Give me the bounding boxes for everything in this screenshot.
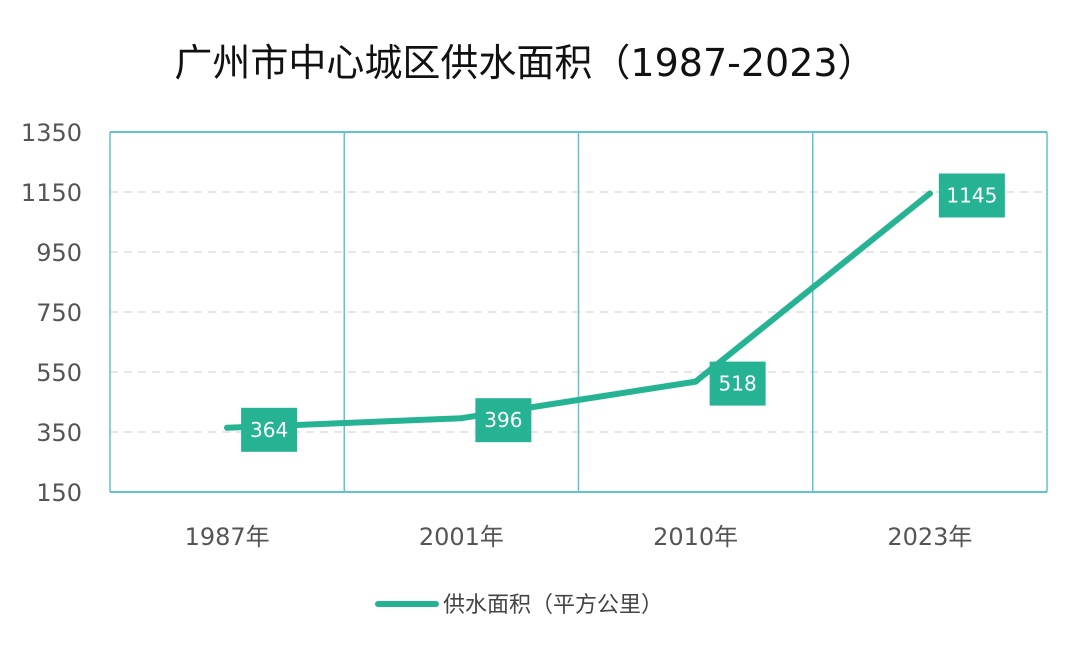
data-label: 396 bbox=[475, 398, 532, 443]
y-tick-label: 350 bbox=[36, 419, 82, 447]
chart-title: 广州市中心城区供水面积（1987-2023） bbox=[174, 41, 875, 85]
data-labels: 364 396 518 1145 bbox=[241, 173, 1005, 452]
data-label: 1145 bbox=[938, 173, 1005, 218]
data-point bbox=[926, 190, 933, 197]
data-label: 518 bbox=[709, 361, 766, 406]
x-tick-label: 1987年 bbox=[185, 523, 270, 551]
y-tick-label: 1150 bbox=[21, 179, 82, 207]
data-label-text: 396 bbox=[484, 408, 522, 432]
data-label-box bbox=[475, 398, 532, 443]
y-tick-label: 750 bbox=[36, 299, 82, 327]
data-label-box bbox=[938, 173, 1005, 218]
plot-frame bbox=[109, 131, 1048, 493]
data-label-text: 518 bbox=[719, 372, 757, 396]
data-label-box bbox=[241, 407, 298, 452]
x-axis-ticks: 1987年 2001年 2010年 2023年 bbox=[185, 523, 973, 551]
x-tick-label: 2001年 bbox=[419, 523, 504, 551]
data-label-text: 1145 bbox=[946, 184, 997, 208]
y-tick-label: 950 bbox=[36, 239, 82, 267]
data-label-box bbox=[709, 361, 766, 406]
data-point bbox=[692, 378, 699, 385]
data-point bbox=[458, 415, 465, 422]
legend[interactable]: 供水面积（平方公里） bbox=[375, 593, 663, 618]
y-tick-label: 1350 bbox=[21, 119, 82, 147]
data-label: 364 bbox=[241, 407, 298, 452]
series-line bbox=[224, 190, 933, 431]
legend-label: 供水面积（平方公里） bbox=[443, 593, 663, 618]
y-tick-label: 150 bbox=[36, 479, 82, 507]
series-line-layer bbox=[224, 190, 933, 431]
data-label-text: 364 bbox=[250, 418, 288, 442]
y-axis-ticks: 150 350 550 750 950 1150 1350 bbox=[21, 119, 82, 507]
x-tick-label: 2023年 bbox=[887, 523, 972, 551]
x-tick-label: 2010年 bbox=[653, 523, 738, 551]
y-tick-label: 550 bbox=[36, 359, 82, 387]
data-point bbox=[224, 424, 231, 431]
